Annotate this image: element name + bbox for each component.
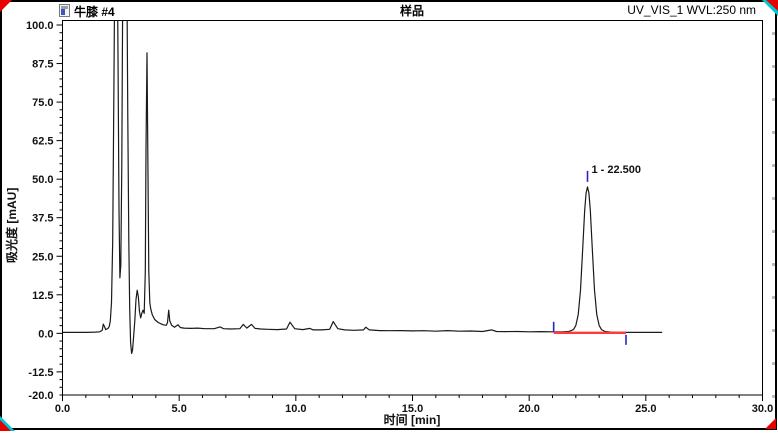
y-tick-label: 37.5 xyxy=(32,213,53,225)
y-axis-title: 吸光度 [mAU] xyxy=(5,187,19,263)
injection-icon xyxy=(59,4,70,17)
y-tick-label: 87.5 xyxy=(32,59,53,71)
signal-trace xyxy=(62,20,663,354)
corner-marker-top-left-red xyxy=(0,0,12,12)
y-tick-label: 25.0 xyxy=(32,251,53,263)
selection-hatch-right-edge xyxy=(772,32,775,420)
x-tick-label: 25.0 xyxy=(635,403,656,415)
peak-annotation-label: 1 - 22.500 xyxy=(591,163,642,176)
y-tick-label: -20.0 xyxy=(28,390,53,402)
channel-title: UV_VIS_1 WVL:250 nm xyxy=(627,3,756,17)
y-tick-label: 50.0 xyxy=(32,174,53,186)
corner-marker-bottom-right-red xyxy=(765,418,776,429)
corner-marker-bottom-left-red xyxy=(0,420,11,431)
y-tick-label: 12.5 xyxy=(32,290,53,302)
y-tick-label: 62.5 xyxy=(32,136,53,148)
plot-frame xyxy=(62,20,763,396)
injection-title: 牛膝 #4 xyxy=(74,5,115,19)
y-tick-label: 75.0 xyxy=(32,97,53,109)
y-tick-label: 100.0 xyxy=(26,20,54,32)
y-tick-label: -12.5 xyxy=(28,367,53,379)
x-tick-label: 10.0 xyxy=(285,403,306,415)
x-tick-label: 30.0 xyxy=(752,403,773,415)
plot-dynamic-layer: 0.0 5.0 10.0 15.0 20.0 25.0 30.0 100.0 87.5 75.0 6… xyxy=(26,20,773,415)
sample-type-title: 样品 xyxy=(399,4,424,18)
x-axis-title: 时间 [min] xyxy=(383,413,441,427)
x-tick-label: 15.0 xyxy=(402,403,423,415)
y-tick-label: 0.0 xyxy=(38,328,53,340)
x-tick-label: 20.0 xyxy=(518,403,539,415)
x-tick-label: 0.0 xyxy=(55,403,70,415)
x-tick-label: 5.0 xyxy=(172,403,187,415)
corner-marker-top-right-red xyxy=(766,0,778,11)
